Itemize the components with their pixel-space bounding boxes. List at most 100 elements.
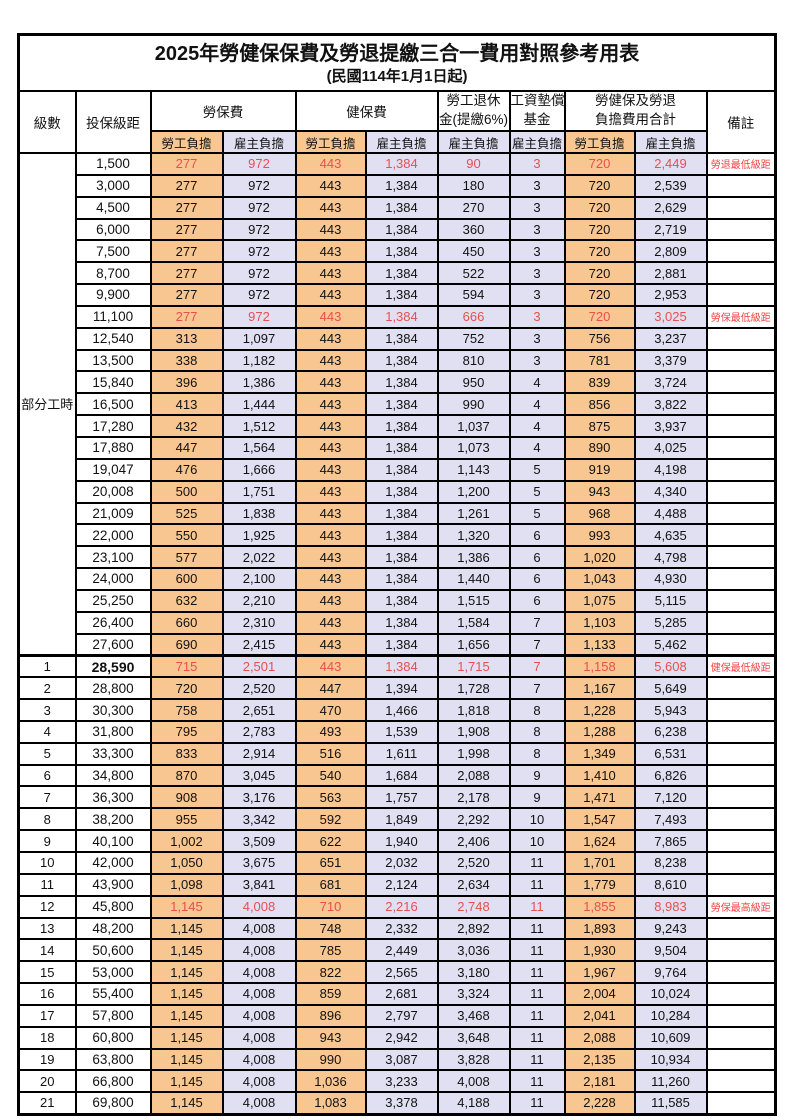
remark-cell bbox=[705, 1069, 777, 1094]
salary-cell: 19,047 bbox=[74, 457, 152, 482]
subheader-labor-worker: 勞工負擔 bbox=[149, 130, 224, 154]
salary-cell: 23,100 bbox=[74, 545, 152, 570]
value-cell: 594 bbox=[436, 283, 511, 307]
value-cell: 3,176 bbox=[221, 785, 297, 810]
table-body: 部分工時 1,500 277 972 443 1,384 90 3 720 2,449 勞退最低級距… bbox=[17, 151, 777, 1116]
value-cell: 1,288 bbox=[563, 719, 636, 744]
value-cell: 3,724 bbox=[633, 370, 708, 395]
value-cell: 1,715 bbox=[436, 653, 511, 679]
value-cell: 3,237 bbox=[633, 326, 708, 351]
salary-cell: 45,800 bbox=[74, 894, 152, 919]
value-cell: 2,292 bbox=[436, 807, 511, 832]
value-cell: 1,666 bbox=[221, 457, 297, 482]
value-cell: 919 bbox=[563, 457, 636, 482]
col-header-pension: 勞工退休 金(提繳6%) bbox=[436, 90, 511, 132]
remark-cell bbox=[705, 610, 777, 635]
remark-cell bbox=[705, 195, 777, 220]
value-cell: 6 bbox=[508, 567, 566, 591]
salary-cell: 63,800 bbox=[74, 1047, 152, 1072]
value-cell: 2,332 bbox=[364, 916, 439, 941]
value-cell: 4,008 bbox=[221, 1003, 297, 1028]
value-cell: 3,342 bbox=[221, 807, 297, 832]
value-cell: 1,036 bbox=[294, 1069, 367, 1094]
value-cell: 1,145 bbox=[149, 1025, 224, 1050]
value-cell: 1,384 bbox=[364, 348, 439, 373]
value-cell: 8 bbox=[508, 741, 566, 766]
value-cell: 8 bbox=[508, 719, 566, 744]
table-row: 6 34,800 870 3,045 540 1,684 2,088 9 1,410 6,826 bbox=[17, 763, 777, 788]
fee-table: 2025年勞健保保費及勞退提繳三合一費用對照參考用表 (民國114年1月1日起)… bbox=[17, 33, 778, 1116]
value-cell: 1,145 bbox=[149, 1091, 224, 1116]
value-cell: 1,145 bbox=[149, 1069, 224, 1094]
salary-cell: 33,300 bbox=[74, 741, 152, 766]
table-row: 16 55,400 1,145 4,008 859 2,681 3,324 11 2,004 10… bbox=[17, 982, 777, 1006]
table-row: 12,540 313 1,097 443 1,384 752 3 756 3,237 bbox=[19, 326, 777, 351]
value-cell: 1,539 bbox=[364, 719, 439, 744]
pension-header-line1: 勞工退休 bbox=[446, 93, 501, 109]
value-cell: 1,384 bbox=[364, 261, 439, 286]
table-row: 21 69,800 1,145 4,008 1,083 3,378 4,188 11 2,228… bbox=[17, 1091, 777, 1116]
value-cell: 1,611 bbox=[364, 741, 439, 766]
table-row: 24,000 600 2,100 443 1,384 1,440 6 1,043 4,930 bbox=[19, 567, 777, 591]
remark-cell bbox=[705, 217, 777, 242]
value-cell: 2,135 bbox=[563, 1047, 636, 1072]
value-cell: 277 bbox=[149, 239, 224, 264]
value-cell: 2,088 bbox=[563, 1025, 636, 1050]
value-cell: 4,025 bbox=[633, 435, 708, 460]
value-cell: 443 bbox=[294, 370, 367, 395]
value-cell: 7 bbox=[508, 676, 566, 701]
value-cell: 443 bbox=[294, 457, 367, 482]
value-cell: 1,584 bbox=[436, 610, 511, 635]
value-cell: 9,764 bbox=[633, 960, 708, 985]
table-row: 16,500 413 1,444 443 1,384 990 4 856 3,822 bbox=[19, 392, 777, 417]
value-cell: 1,384 bbox=[364, 588, 439, 613]
value-cell: 11 bbox=[508, 916, 566, 941]
value-cell: 715 bbox=[149, 653, 224, 679]
value-cell: 443 bbox=[294, 414, 367, 438]
remark-cell bbox=[705, 938, 777, 963]
value-cell: 3,379 bbox=[633, 348, 708, 373]
value-cell: 833 bbox=[149, 741, 224, 766]
value-cell: 9 bbox=[508, 763, 566, 788]
value-cell: 2,719 bbox=[633, 217, 708, 242]
table-row: 20,008 500 1,751 443 1,384 1,200 5 943 4,340 bbox=[19, 479, 777, 504]
value-cell: 6,531 bbox=[633, 741, 708, 766]
value-cell: 577 bbox=[149, 545, 224, 570]
table-row: 4 31,800 795 2,783 493 1,539 1,908 8 1,288 6,238 bbox=[17, 719, 777, 744]
value-cell: 1,167 bbox=[563, 676, 636, 701]
value-cell: 756 bbox=[563, 326, 636, 351]
salary-cell: 42,000 bbox=[74, 851, 152, 875]
value-cell: 1,384 bbox=[364, 326, 439, 351]
value-cell: 443 bbox=[294, 392, 367, 417]
value-cell: 443 bbox=[294, 501, 367, 526]
salary-cell: 16,500 bbox=[74, 392, 152, 417]
salary-cell: 66,800 bbox=[74, 1069, 152, 1094]
remark-cell bbox=[705, 261, 777, 286]
table-row: 11 43,900 1,098 3,841 681 2,124 2,634 11 1,779 8,… bbox=[17, 872, 777, 897]
value-cell: 277 bbox=[149, 152, 224, 176]
value-cell: 1,547 bbox=[563, 807, 636, 832]
remark-cell bbox=[705, 435, 777, 460]
value-cell: 2,041 bbox=[563, 1003, 636, 1028]
salary-cell: 60,800 bbox=[74, 1025, 152, 1050]
salary-cell: 11,100 bbox=[74, 304, 152, 329]
remark-cell bbox=[705, 326, 777, 351]
remark-cell bbox=[705, 632, 777, 657]
value-cell: 720 bbox=[563, 261, 636, 286]
total-header-line2: 負擔費用合計 bbox=[595, 112, 676, 127]
value-cell: 5,649 bbox=[633, 676, 708, 701]
value-cell: 1,182 bbox=[221, 348, 297, 373]
salary-cell: 48,200 bbox=[74, 916, 152, 941]
remark-cell bbox=[705, 1003, 777, 1028]
value-cell: 443 bbox=[294, 304, 367, 329]
subheader-wage-fund-employer: 雇主負擔 bbox=[508, 130, 566, 154]
value-cell: 2,809 bbox=[633, 239, 708, 264]
salary-cell: 3,000 bbox=[74, 173, 152, 198]
salary-cell: 27,600 bbox=[74, 632, 152, 657]
value-cell: 563 bbox=[294, 785, 367, 810]
table-row: 17,880 447 1,564 443 1,384 1,073 4 890 4,025 bbox=[19, 435, 777, 460]
value-cell: 3,036 bbox=[436, 938, 511, 963]
remark-cell bbox=[705, 479, 777, 504]
level-cell: 11 bbox=[17, 872, 77, 897]
value-cell: 11 bbox=[508, 1091, 566, 1116]
